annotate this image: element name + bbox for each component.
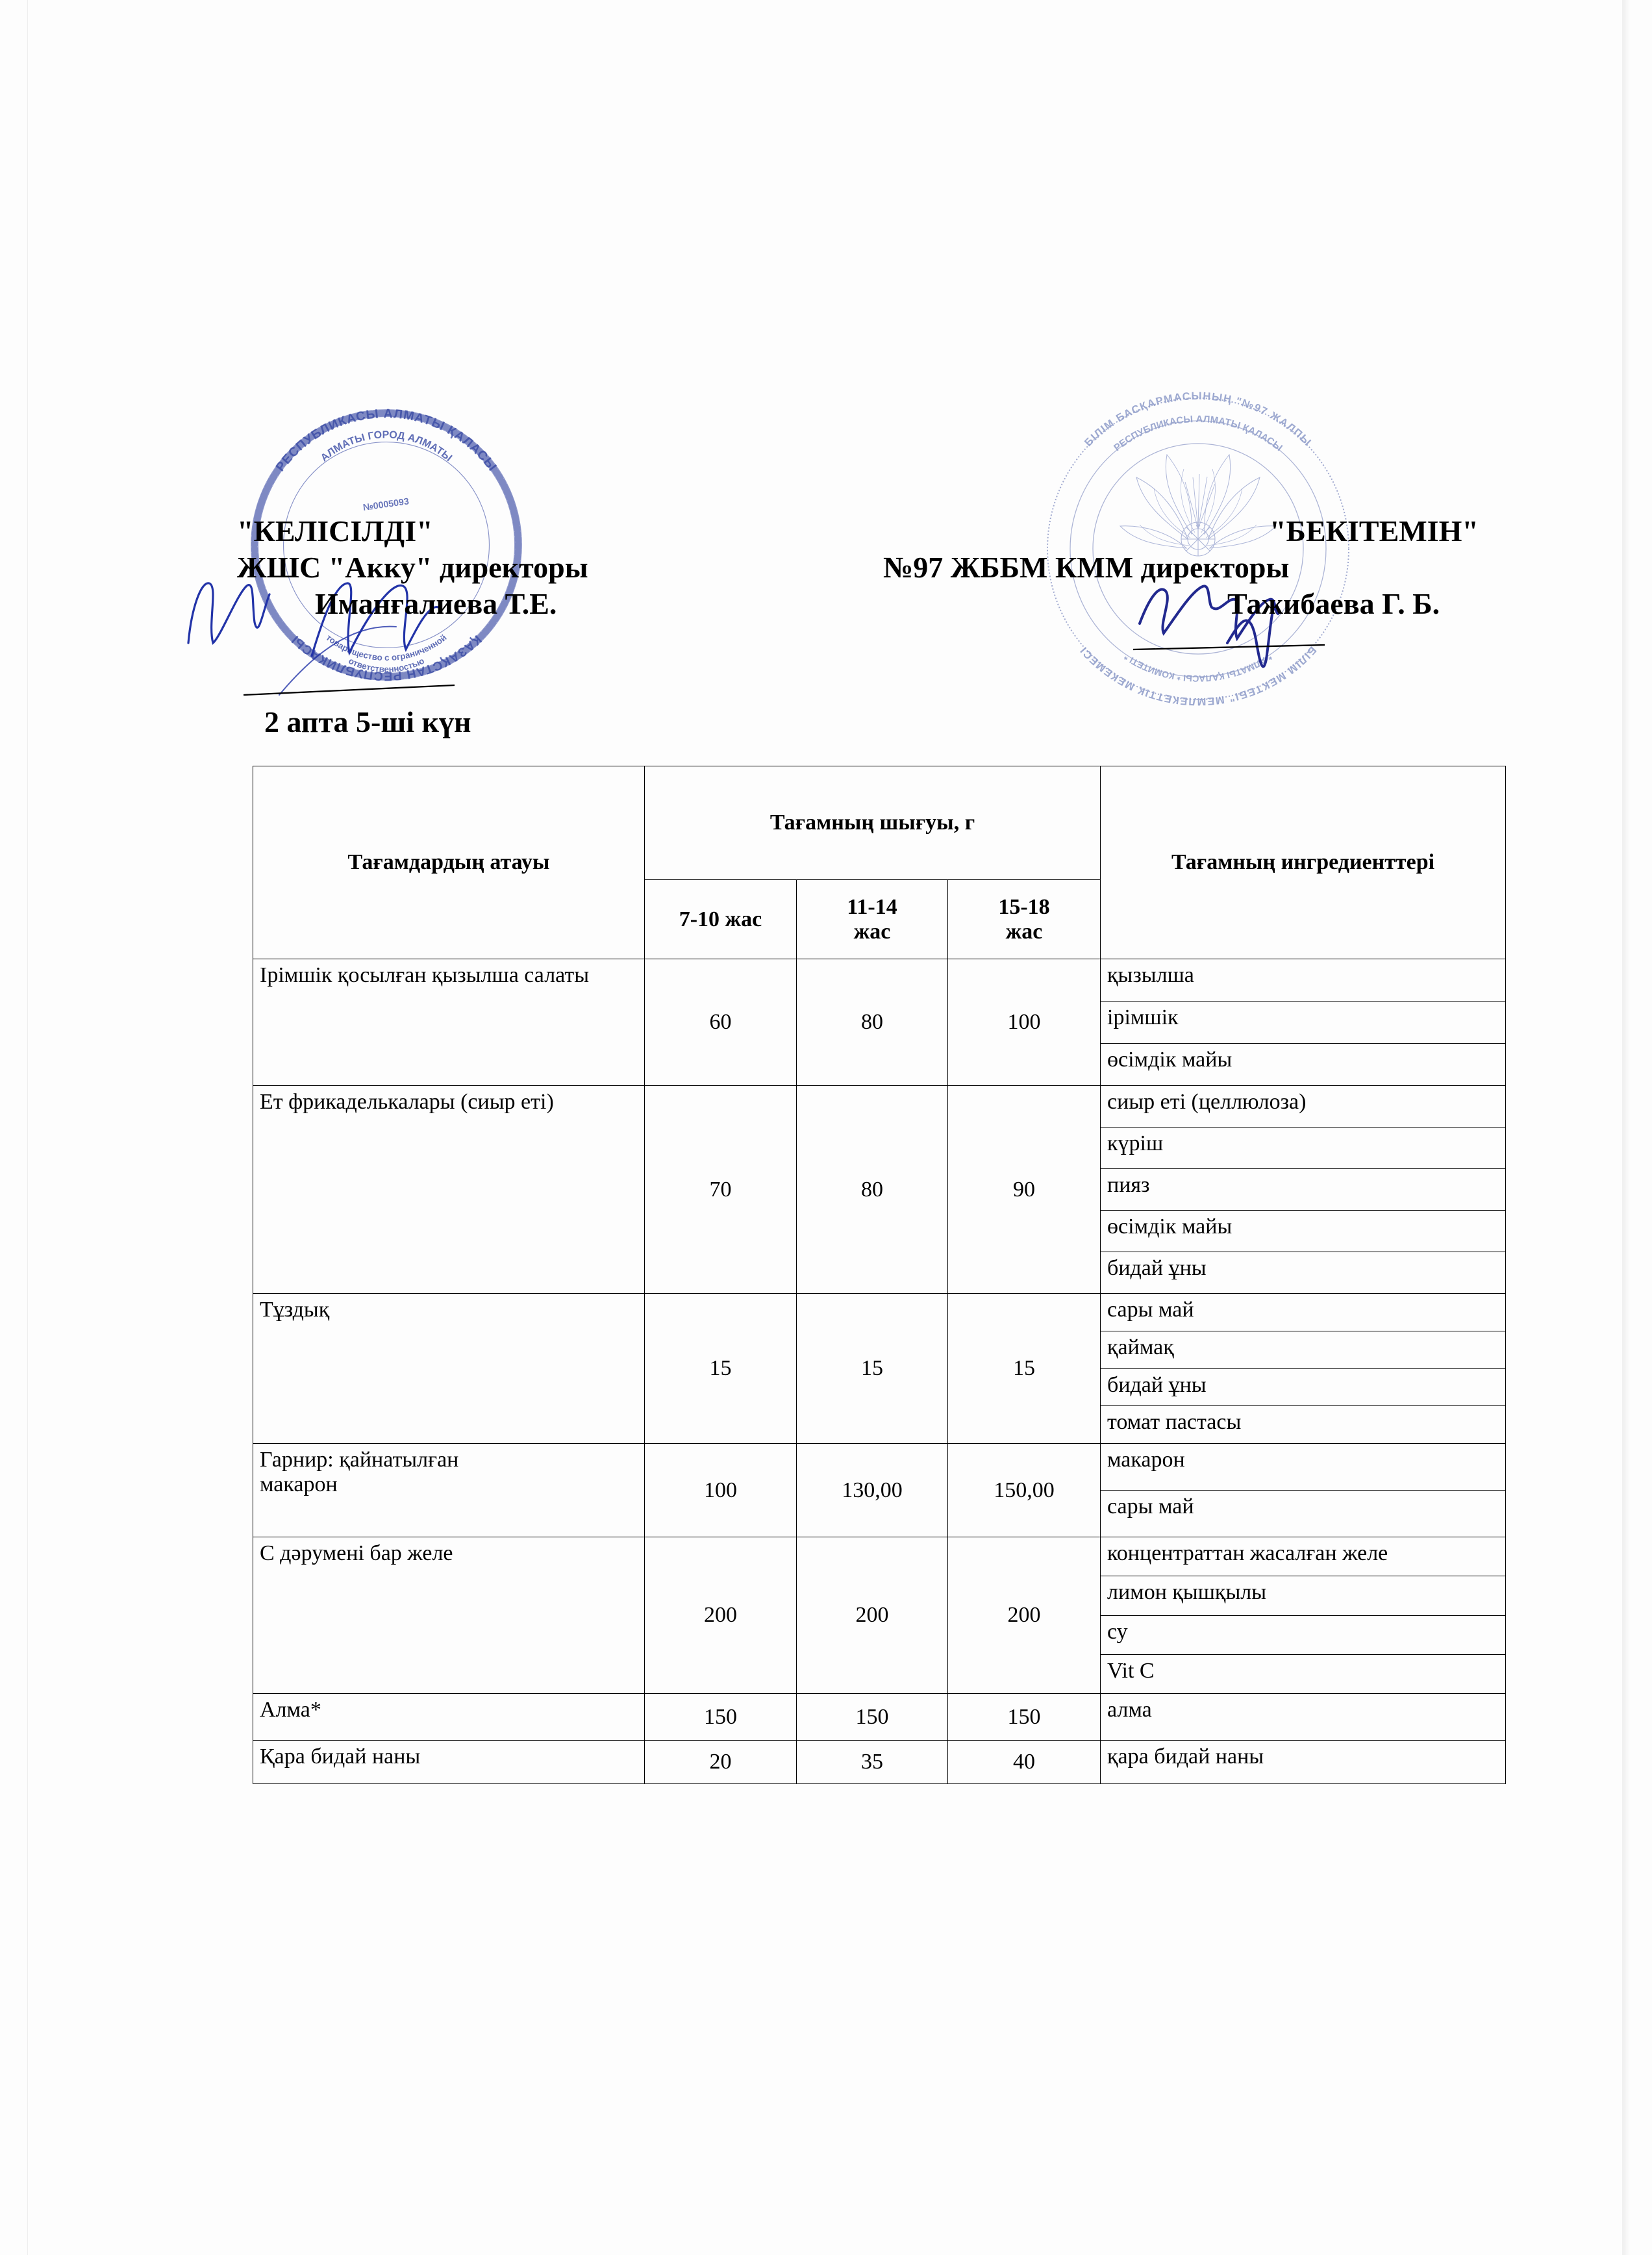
svg-text:№0005093: №0005093 <box>362 496 410 513</box>
svg-text:РЕСПУБЛИКАСЫ АЛМАТЫ ҚАЛАСЫ: РЕСПУБЛИКАСЫ АЛМАТЫ ҚАЛАСЫ <box>1112 414 1284 453</box>
svg-text:АЛМАТЫ ГОРОД АЛМАТЫ: АЛМАТЫ ГОРОД АЛМАТЫ <box>318 429 454 464</box>
